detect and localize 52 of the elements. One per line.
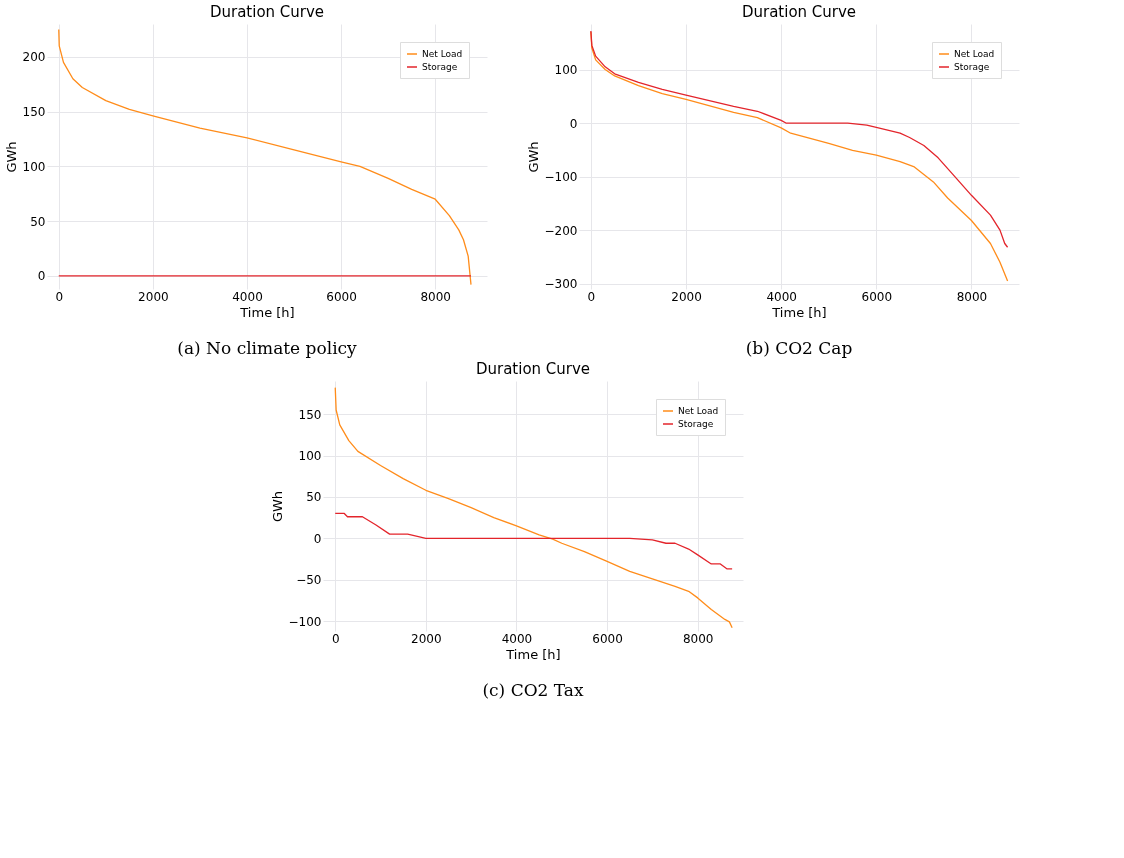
line-series: [58, 28, 472, 286]
chart-title: Duration Curve: [209, 3, 325, 21]
x-tick-label: 0: [587, 289, 596, 304]
y-tick-label: −200: [544, 223, 578, 238]
y-axis-title: GWh: [269, 490, 285, 523]
legend-label: Storage: [422, 62, 458, 72]
text: (b) CO2 Cap: [745, 338, 853, 358]
x-tick-label: 0: [331, 631, 340, 646]
y-tick-label: 100: [22, 159, 46, 174]
x-tick-label: 8000: [682, 631, 714, 646]
y-tick-label: −300: [544, 277, 578, 292]
chart-title: Duration Curve: [741, 3, 857, 21]
y-tick-label: 50: [30, 214, 46, 229]
x-tick-label: 6000: [592, 631, 623, 646]
y-axis-title: GWh: [3, 141, 19, 173]
y-tick-label: 0: [313, 531, 322, 546]
text: (a) No climate policy: [177, 338, 358, 358]
x-tick-label: 2000: [671, 289, 702, 304]
x-tick-label: 2000: [411, 631, 442, 646]
y-tick-label: 0: [37, 269, 46, 284]
line-series: [334, 512, 733, 570]
legend-label: Net Load: [678, 406, 719, 416]
x-axis-title: Time [h]: [239, 304, 295, 320]
x-tick-label: 2000: [138, 289, 169, 304]
y-tick-label: 150: [22, 105, 46, 120]
y-tick-label: −100: [544, 170, 578, 185]
y-tick-label: 50: [306, 490, 322, 505]
y-axis-title: GWh: [525, 141, 541, 173]
legend-label: Net Load: [422, 49, 463, 59]
legend-label: Storage: [678, 419, 714, 429]
x-tick-label: 6000: [861, 289, 893, 304]
x-tick-label: 8000: [420, 289, 452, 304]
x-tick-label: 4000: [501, 631, 533, 646]
line-series: [334, 386, 733, 629]
chart-title: Duration Curve: [475, 360, 591, 378]
y-tick-label: 150: [298, 407, 322, 422]
y-tick-label: 200: [22, 50, 46, 65]
x-tick-label: 8000: [956, 289, 988, 304]
legend-label: Storage: [954, 62, 990, 72]
x-axis-title: Time [h]: [505, 646, 561, 662]
y-tick-label: 0: [569, 116, 578, 131]
y-tick-label: −50: [296, 573, 322, 588]
y-tick-label: 100: [298, 449, 322, 463]
x-tick-label: 4000: [232, 289, 263, 304]
y-tick-label: −100: [288, 614, 322, 629]
text: (c) CO2 Tax: [482, 680, 584, 700]
x-tick-label: 6000: [326, 289, 357, 304]
x-axis-title: Time [h]: [771, 304, 827, 320]
x-tick-label: 4000: [766, 289, 797, 304]
legend-label: Net Load: [954, 49, 995, 59]
y-tick-label: 100: [554, 63, 578, 78]
x-tick-label: 0: [55, 289, 64, 304]
